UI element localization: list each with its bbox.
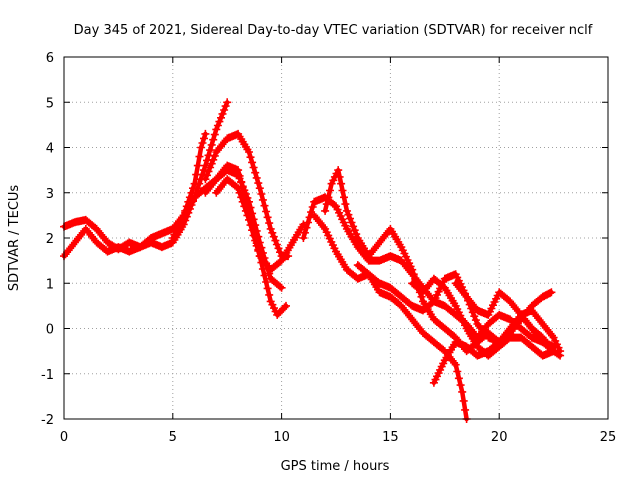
series-track-6 — [212, 175, 308, 274]
y-axis-label: SDTVAR / TECUs — [7, 185, 22, 292]
y-tick-label: 2 — [46, 232, 54, 247]
x-tick-label: 5 — [169, 430, 177, 445]
x-tick-label: 10 — [273, 430, 290, 445]
x-tick-label: 25 — [600, 430, 617, 445]
y-tick-label: 6 — [46, 51, 54, 66]
series-track-13 — [451, 279, 565, 360]
y-tick-label: 5 — [46, 96, 54, 111]
y-tick-label: 1 — [46, 277, 54, 292]
x-tick-label: 20 — [491, 430, 508, 445]
y-tick-label: 4 — [46, 142, 54, 157]
series-markers — [451, 279, 565, 360]
series-track-5 — [201, 129, 293, 261]
series-markers — [201, 129, 293, 261]
y-tick-label: 3 — [46, 187, 54, 202]
series-track-7 — [299, 193, 558, 351]
series-track-12 — [429, 306, 565, 387]
series-markers — [299, 193, 558, 351]
series-markers — [429, 306, 565, 387]
y-tick-label: -2 — [41, 413, 54, 428]
x-tick-label: 15 — [382, 430, 399, 445]
series-markers — [168, 129, 210, 242]
y-tick-label: -1 — [41, 368, 54, 383]
series-markers — [408, 274, 558, 360]
series-layer — [60, 98, 565, 423]
y-tick-label: 0 — [46, 323, 54, 338]
x-axis-label: GPS time / hours — [281, 459, 390, 474]
x-tick-label: 0 — [60, 430, 68, 445]
series-track-3 — [168, 129, 210, 242]
grid-layer — [64, 57, 608, 419]
tick-layer: 0 5 10 15 20 25 -2 -1 0 1 2 3 4 5 6 — [41, 51, 616, 445]
series-markers — [212, 175, 308, 274]
chart-title: Day 345 of 2021, Sidereal Day-to-day VTE… — [74, 23, 593, 38]
